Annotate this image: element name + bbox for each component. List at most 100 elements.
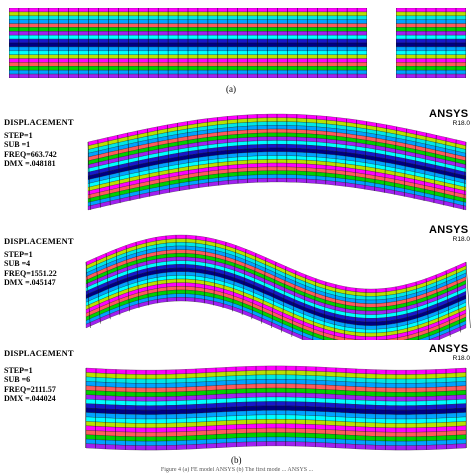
mesh-line	[443, 137, 447, 206]
mesh-line	[465, 367, 467, 449]
mesh-line	[213, 239, 217, 306]
mesh-line	[405, 284, 409, 340]
mode1-ansys-logo: ANSYS	[429, 108, 469, 120]
mesh-line	[415, 281, 419, 340]
mesh-line	[435, 369, 437, 450]
mode3-sub: SUB =6	[4, 375, 31, 385]
mesh-line	[395, 286, 398, 340]
beam-layer	[85, 297, 467, 340]
mesh-line	[137, 130, 141, 199]
mode2-version: R18.0	[452, 236, 470, 243]
mesh-line	[301, 274, 307, 340]
mesh-line	[222, 242, 227, 309]
mode2-deformed-beam	[85, 234, 471, 340]
mode2-title: DISPLACEMENT	[4, 236, 74, 246]
mesh-line	[195, 368, 197, 449]
beam-layer	[396, 27, 466, 32]
mesh-line	[115, 369, 117, 450]
mesh-line	[203, 237, 207, 304]
mode1-step: STEP=1	[4, 131, 33, 140]
figure-a-label: (a)	[226, 84, 236, 94]
mesh-line	[145, 239, 149, 306]
mesh-line	[165, 235, 168, 302]
mesh-line	[95, 257, 101, 324]
figure-b-label: (b)	[231, 455, 242, 465]
mesh-line	[433, 135, 437, 204]
mesh-line	[281, 266, 287, 333]
mesh-line	[445, 270, 451, 337]
beam-layer	[396, 42, 466, 48]
mesh-line	[435, 274, 441, 340]
mesh-line	[85, 261, 91, 329]
mesh-line	[394, 126, 397, 195]
mesh-line	[355, 368, 357, 449]
mesh-line	[423, 132, 427, 201]
mode2-sub: SUB =4	[4, 259, 31, 269]
mesh-line	[127, 132, 131, 201]
mode2-info: STEP=1 SUB =4 FREQ=1551.22 DMX =.045147	[4, 250, 57, 288]
mesh-line	[306, 114, 308, 183]
beam-layer	[396, 46, 466, 51]
mesh-line	[157, 126, 160, 195]
beam-layer	[396, 50, 466, 55]
mode2-freq: FREQ=1551.22	[4, 268, 57, 278]
mesh-line	[246, 114, 248, 183]
mesh-line	[177, 122, 180, 192]
mode1-title: DISPLACEMENT	[4, 117, 74, 127]
mesh-line	[135, 242, 140, 309]
mode3-freq: FREQ=2111.57	[4, 384, 56, 394]
fe-model-beam-section	[396, 8, 466, 78]
beam-layer	[396, 15, 466, 20]
mesh-line	[453, 139, 457, 208]
mesh-line	[87, 141, 91, 211]
figure-caption: Figure 4 (a) FE model ANSYS (b) The firs…	[160, 467, 314, 473]
beam-layer	[87, 178, 467, 211]
mode3-ansys-logo: ANSYS	[429, 343, 469, 355]
mode3-version: R18.0	[452, 355, 470, 362]
mesh-line	[105, 253, 111, 320]
mesh-line	[403, 128, 407, 197]
mode2-step: STEP=1	[4, 250, 33, 259]
mesh-line	[155, 237, 159, 304]
mesh-line	[315, 366, 317, 447]
mesh-line	[235, 366, 237, 447]
beam-layer	[396, 54, 466, 59]
beam-layer	[396, 8, 466, 13]
mesh-line	[85, 367, 87, 449]
mesh-line	[323, 281, 327, 340]
mode3-dmx: DMX =.044024	[4, 394, 56, 404]
mesh-line	[197, 119, 200, 188]
mesh-line	[374, 122, 377, 192]
mesh-line	[345, 368, 347, 449]
beam-layer	[396, 19, 466, 24]
mesh-line	[261, 257, 267, 324]
beam-layer	[396, 66, 466, 71]
mesh-line	[95, 368, 97, 449]
mode1-deformed-beam	[87, 113, 467, 211]
mesh-line	[335, 367, 337, 448]
mode1-freq: FREQ=663.742	[4, 149, 57, 159]
mesh-line	[325, 367, 327, 448]
mesh-line	[465, 261, 471, 329]
mesh-line	[333, 284, 337, 340]
beam-layer	[396, 11, 466, 16]
mesh-line	[215, 367, 217, 448]
mesh-line	[187, 121, 190, 190]
mode2-dmx: DMX =.045147	[4, 278, 56, 288]
mesh-line	[251, 253, 257, 320]
mode3-info: STEP=1 SUB =6 FREQ=2111.57 DMX =.044024	[4, 366, 56, 404]
beam-layer	[396, 62, 466, 67]
mode1-info: STEP=1 SUB =1 FREQ=663.742 DMX =.048181	[4, 131, 57, 169]
beam-layer	[396, 73, 466, 78]
mesh-line	[194, 235, 197, 302]
mesh-line	[463, 141, 467, 211]
mesh-line	[365, 369, 367, 450]
mesh-line	[271, 261, 277, 329]
mesh-line	[147, 128, 151, 197]
fe-model-beam	[9, 8, 367, 78]
mesh-line	[291, 270, 297, 337]
mesh-line	[354, 119, 357, 188]
mesh-line	[232, 245, 237, 312]
mesh-line	[445, 368, 447, 450]
mesh-line	[207, 118, 209, 187]
